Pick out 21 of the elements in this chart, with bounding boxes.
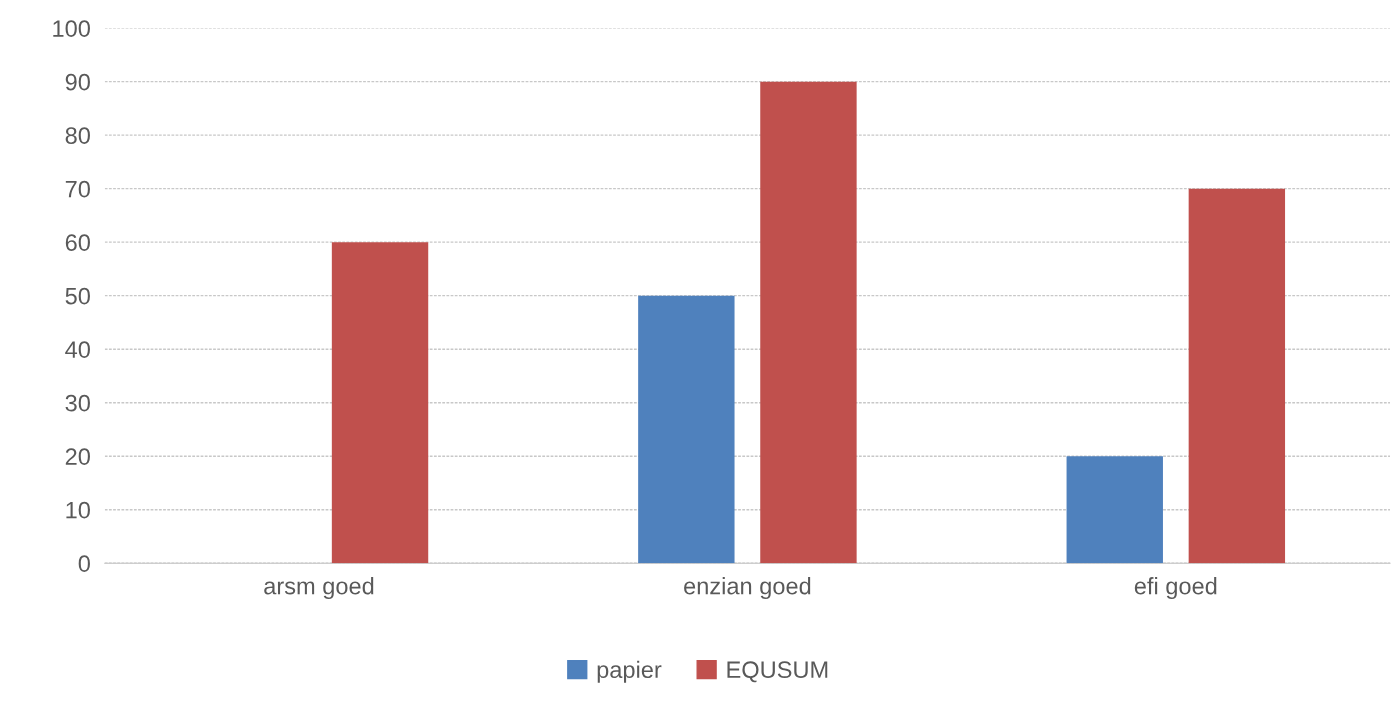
bar xyxy=(638,295,735,564)
x-tick-label: enzian goed xyxy=(684,577,811,600)
y-tick-label: 60 xyxy=(65,234,90,251)
y-tick-label: 100 xyxy=(53,20,90,37)
y-tick-label: 80 xyxy=(65,127,90,144)
bar xyxy=(1188,188,1286,564)
bar xyxy=(331,242,429,564)
y-tick-label: 90 xyxy=(65,73,90,91)
x-tick-label: arsm goed xyxy=(264,577,374,600)
y-tick-label: 0 xyxy=(78,555,90,572)
y-tick-label: 50 xyxy=(65,287,90,305)
y-tick-label: 40 xyxy=(65,341,90,358)
y-tick-label: 30 xyxy=(65,394,90,412)
bar xyxy=(760,81,857,564)
legend-label: papier xyxy=(597,660,662,683)
legend-label: EQUSUM xyxy=(727,661,828,683)
bar xyxy=(1066,456,1163,564)
y-tick-label: 10 xyxy=(66,501,90,519)
y-tick-label: 20 xyxy=(65,448,90,465)
x-tick-label: efi goed xyxy=(1134,577,1217,600)
y-tick-label: 70 xyxy=(65,180,90,198)
